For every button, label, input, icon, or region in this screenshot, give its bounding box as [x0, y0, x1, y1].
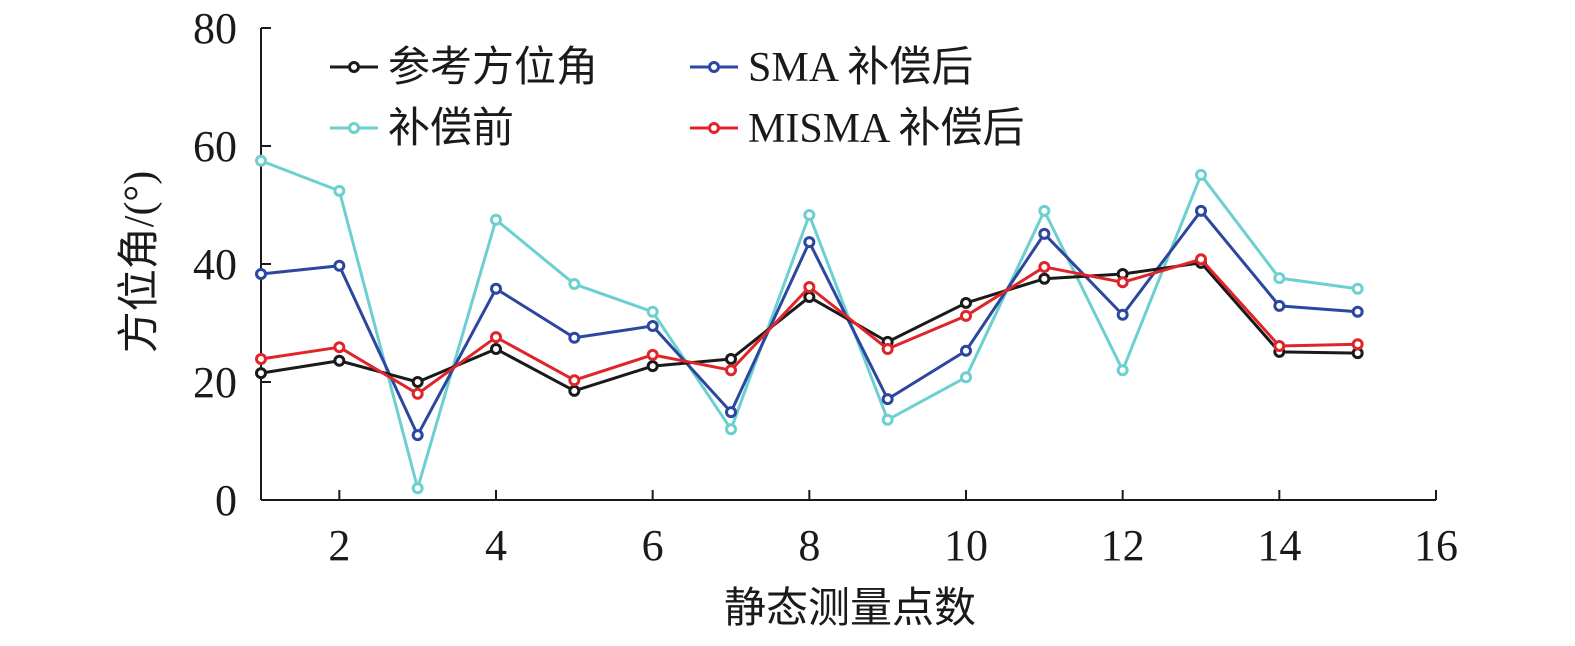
axes: 0 20 40 60 80 2 4 6 8 10 12 14 16: [193, 4, 1458, 570]
data-point-before: [411, 482, 424, 495]
data-point-misma: [881, 342, 894, 355]
data-point-sma: [411, 429, 424, 442]
legend-label: MISMA 补偿后: [748, 106, 1025, 152]
legend-swatch-marker: [708, 61, 720, 73]
data-point-sma: [881, 393, 894, 406]
data-point-reference: [333, 354, 346, 367]
data-point-misma: [333, 341, 346, 354]
data-point-misma: [1038, 260, 1051, 273]
legend-swatch-marker: [348, 61, 360, 73]
data-point-reference: [960, 296, 972, 309]
data-point-before: [568, 278, 581, 291]
data-point-reference: [646, 360, 659, 373]
series-line-misma: [260, 257, 1358, 396]
data-point-before: [1116, 364, 1129, 377]
data-point-before: [646, 305, 659, 318]
data-point-before: [1038, 204, 1051, 217]
data-point-sma: [646, 319, 659, 332]
data-point-reference: [411, 376, 424, 388]
data-point-before: [1351, 282, 1364, 295]
data-point-before: [333, 184, 346, 197]
x-tick-label: 4: [485, 521, 507, 570]
data-point-reference: [568, 384, 581, 397]
data-point-sma: [490, 282, 502, 295]
data-point-misma: [411, 387, 424, 400]
data-point-before: [881, 413, 894, 426]
data-point-misma: [646, 348, 659, 361]
data-point-misma: [1195, 253, 1207, 266]
data-point-misma: [1273, 340, 1286, 353]
data-point-before: [255, 154, 267, 167]
data-point-reference: [803, 291, 816, 304]
data-point-before: [803, 209, 816, 222]
legend-label: SMA 补偿后: [748, 45, 973, 91]
series-lines: [255, 154, 1364, 495]
data-point-sma: [255, 268, 267, 281]
x-tick-label: 12: [1101, 521, 1145, 570]
data-point-sma: [1351, 305, 1364, 318]
data-point-misma: [1116, 276, 1129, 289]
data-point-reference: [1038, 272, 1051, 285]
data-point-misma: [1351, 338, 1364, 351]
legend-label: 参考方位角: [388, 44, 598, 91]
x-tick-label: 6: [642, 521, 664, 570]
x-axis-label: 静态测量点数: [724, 586, 976, 632]
legend-swatch-marker: [708, 122, 720, 134]
data-point-misma: [255, 352, 267, 365]
data-point-before: [490, 213, 502, 226]
data-point-before: [960, 371, 972, 384]
data-point-sma: [1273, 299, 1286, 312]
data-point-before: [1195, 168, 1207, 181]
x-tick-label: 10: [944, 521, 988, 570]
x-tick-label: 2: [328, 521, 350, 570]
data-point-sma: [1116, 308, 1129, 321]
y-axis-label: 方位角/(°): [116, 171, 163, 353]
data-point-misma: [568, 374, 581, 387]
data-point-sma: [725, 406, 737, 419]
y-tick-label: 60: [193, 122, 237, 171]
data-point-misma: [960, 309, 972, 322]
x-tick-label: 16: [1414, 521, 1458, 570]
data-point-sma: [1038, 227, 1051, 240]
data-point-reference: [255, 367, 267, 380]
data-point-sma: [568, 331, 581, 344]
data-point-before: [725, 423, 737, 436]
x-tick-label: 14: [1257, 521, 1301, 570]
data-point-misma: [725, 364, 737, 377]
y-tick-label: 0: [215, 476, 237, 525]
legend-swatch-marker: [348, 122, 360, 134]
data-point-reference: [490, 342, 502, 355]
data-point-sma: [960, 344, 972, 357]
data-point-before: [1273, 272, 1286, 285]
data-point-sma: [1195, 204, 1207, 217]
y-tick-label: 20: [193, 358, 237, 407]
data-point-sma: [803, 236, 816, 249]
legend-label: 补偿前: [388, 106, 514, 152]
data-point-misma: [803, 281, 816, 294]
data-point-sma: [333, 259, 346, 272]
y-tick-label: 40: [193, 240, 237, 289]
data-point-reference: [725, 352, 737, 365]
x-tick-label: 8: [798, 521, 820, 570]
data-point-misma: [490, 331, 502, 344]
y-tick-label: 80: [193, 4, 237, 53]
